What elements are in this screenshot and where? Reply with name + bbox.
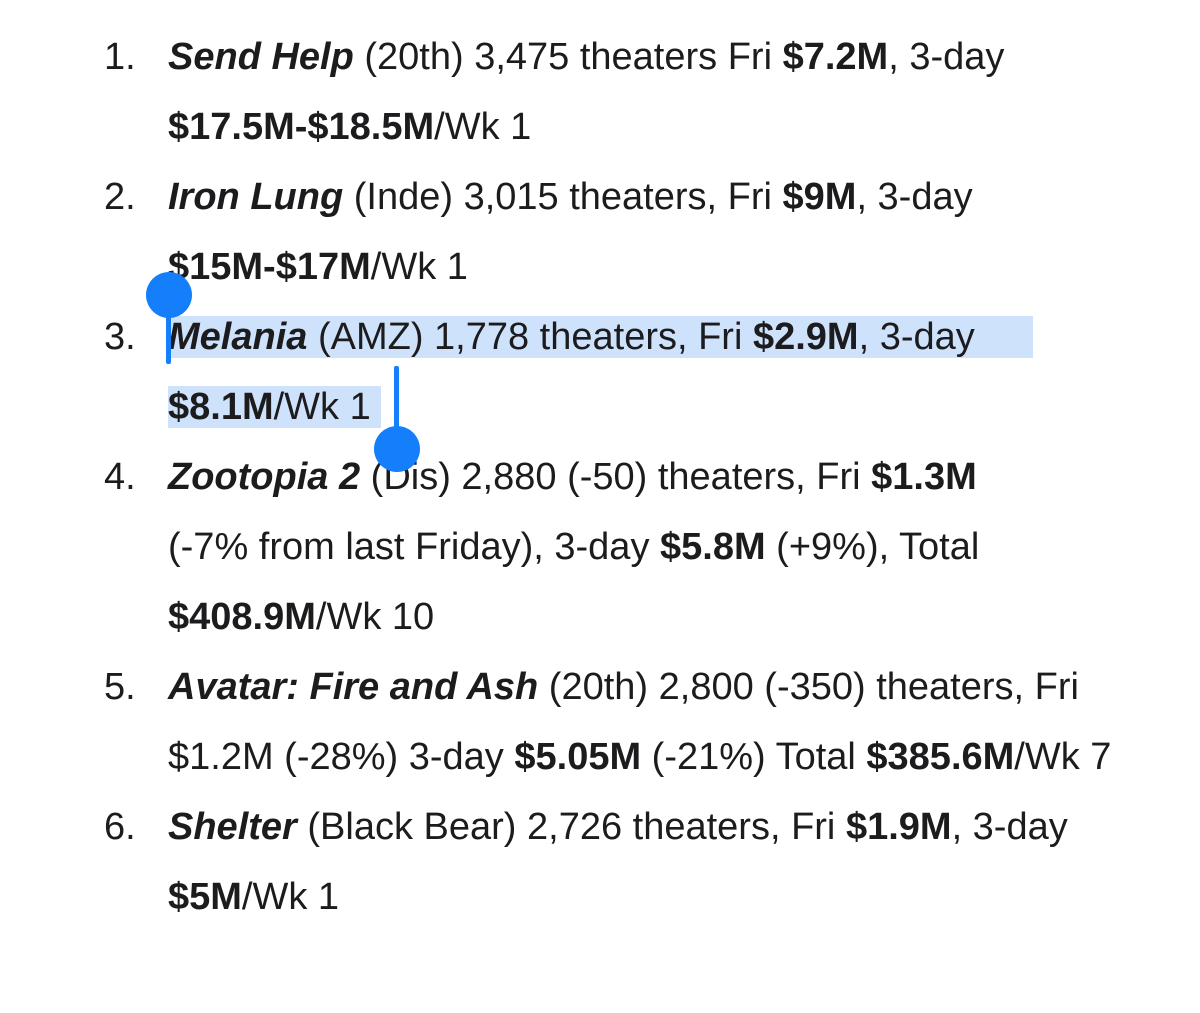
list-item[interactable]: 4. Zootopia 2 (Dis) 2,880 (-50) theaters,… — [0, 442, 1200, 652]
friday-gross: $2.9M — [752, 316, 859, 358]
three-day-gross: $5M — [168, 876, 242, 918]
item-text: (+9%), Total — [765, 526, 980, 568]
item-text: (Inde) 3,015 theaters, Fri — [343, 176, 783, 218]
friday-gross: $1.9M — [845, 806, 952, 848]
week-label: /Wk 1 — [241, 876, 340, 918]
week-label: /Wk 7 — [1014, 736, 1112, 778]
item-number: 3. — [104, 316, 136, 358]
list-item[interactable]: 6. Shelter (Black Bear) 2,726 theaters, F… — [0, 792, 1200, 932]
selected-text[interactable]: Melania (AMZ) 1,778 theaters, Fri $2.9M,… — [168, 316, 975, 358]
item-text: (20th) 3,475 theaters Fri — [353, 36, 783, 78]
item-text: , 3-day — [888, 36, 1005, 78]
box-office-list: 1. Send Help (20th) 3,475 theaters Fri $7… — [0, 22, 1200, 932]
item-text: (AMZ) 1,778 theaters, Fri — [307, 316, 753, 358]
total-gross: $385.6M — [866, 736, 1015, 778]
three-day-gross: $17.5M-$18.5M — [168, 106, 435, 148]
item-number: 6. — [104, 806, 136, 848]
item-text: (20th) 2,800 (-350) theaters, Fri $1.2M … — [168, 666, 1079, 778]
list-item[interactable]: 2. Iron Lung (Inde) 3,015 theaters, Fri $… — [0, 162, 1200, 302]
friday-gross: $1.3M — [871, 456, 977, 498]
movie-title: Shelter — [168, 806, 297, 848]
three-day-gross: $5.05M — [514, 736, 642, 778]
week-label: /Wk 1 — [273, 386, 371, 428]
week-label: /Wk 1 — [370, 246, 468, 288]
item-text: (Black Bear) 2,726 theaters, Fri — [296, 806, 846, 848]
selection-end-handle-bar[interactable] — [394, 366, 399, 436]
friday-gross: $7.2M — [782, 36, 889, 78]
total-gross: $408.9M — [168, 596, 316, 638]
week-label: /Wk 10 — [315, 596, 435, 638]
movie-title: Iron Lung — [168, 176, 344, 218]
friday-gross: $9M — [782, 176, 857, 218]
movie-title: Zootopia 2 — [168, 456, 361, 498]
three-day-gross: $8.1M — [168, 386, 274, 428]
selection-start-handle-bar[interactable] — [166, 296, 171, 364]
item-text: (Dis) 2,880 (-50) theaters, Fri — [360, 456, 872, 498]
movie-title: Avatar: Fire and Ash — [168, 666, 539, 708]
list-item[interactable]: 5. Avatar: Fire and Ash (20th) 2,800 (-35… — [0, 652, 1200, 792]
list-item[interactable]: 1. Send Help (20th) 3,475 theaters Fri $7… — [0, 22, 1200, 162]
movie-title: Melania — [168, 316, 308, 358]
selected-text[interactable]: $8.1M/Wk 1 — [168, 386, 371, 428]
item-text: , 3-day — [951, 806, 1068, 848]
item-number: 4. — [104, 456, 136, 498]
item-text: , 3-day — [856, 176, 973, 218]
item-text: (-21%) Total — [641, 736, 867, 778]
three-day-gross: $15M-$17M — [168, 246, 371, 288]
item-number: 5. — [104, 666, 136, 708]
item-text: , 3-day — [858, 316, 975, 358]
three-day-gross: $5.8M — [660, 526, 766, 568]
list-item-selected[interactable]: 3. Melania (AMZ) 1,778 theaters, Fri $2.9… — [0, 302, 1200, 442]
selection-end-handle[interactable] — [374, 426, 420, 472]
selection-start-handle[interactable] — [146, 272, 192, 318]
item-text: (-7% from last Friday), 3-day — [168, 526, 660, 568]
item-number: 1. — [104, 36, 136, 78]
item-number: 2. — [104, 176, 136, 218]
movie-title: Send Help — [168, 36, 354, 78]
week-label: /Wk 1 — [434, 106, 532, 148]
